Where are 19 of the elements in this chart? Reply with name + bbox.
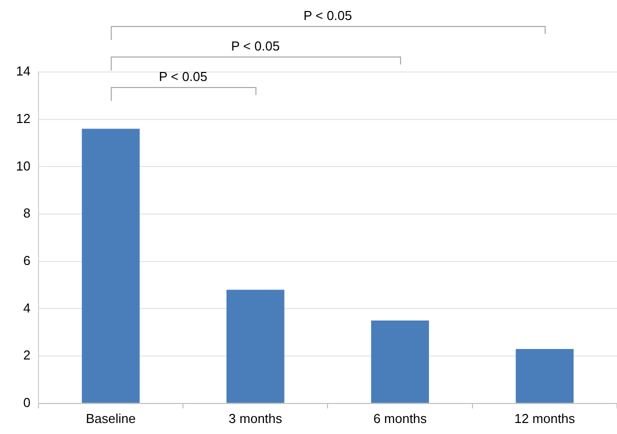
bar — [226, 290, 284, 403]
text: P < 0.05 — [231, 38, 280, 54]
y-tick-label: 12 — [16, 110, 30, 126]
annotation: P < 0.05 — [158, 69, 208, 84]
y-tick-label: 2 — [23, 348, 30, 363]
x-tick-label: 12 months — [514, 410, 576, 426]
bar — [516, 348, 574, 403]
y-tick-label: 4 — [23, 300, 30, 316]
x-tick-label: 3 months — [228, 410, 283, 426]
x-tick-label: Baseline — [86, 410, 136, 426]
x-tick-label: 6 months — [373, 410, 428, 426]
y-tick-label: 8 — [23, 206, 30, 221]
y-tick-label: 14 — [16, 64, 30, 79]
text: P < 0.05 — [303, 8, 352, 24]
y-tick-label: 6 — [23, 252, 30, 268]
y-tick-label: 10 — [16, 158, 30, 174]
y-tick-label: 0 — [23, 394, 30, 410]
bar — [371, 320, 429, 403]
bar — [82, 128, 140, 403]
